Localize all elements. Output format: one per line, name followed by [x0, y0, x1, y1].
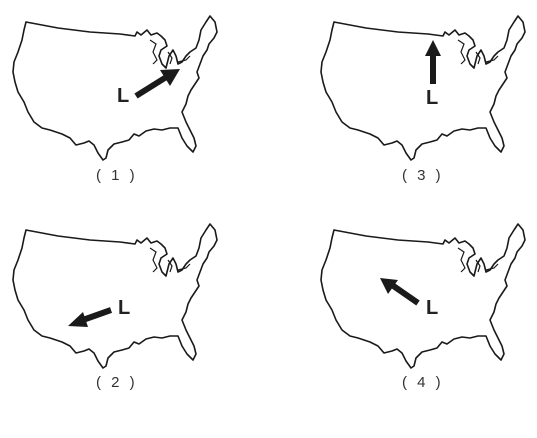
map-panel-3: L ( 3 )	[318, 12, 528, 187]
us-map-3: L	[320, 15, 526, 161]
map-panel-4: L ( 4 )	[318, 220, 528, 395]
arrow-4	[390, 282, 420, 306]
us-map-4: L	[320, 223, 526, 369]
map-panel-2: L ( 2 )	[10, 220, 220, 395]
us-map-1: L	[12, 15, 218, 161]
caption-4: ( 4 )	[402, 374, 444, 391]
arrow-1	[134, 73, 170, 99]
caption-2: ( 2 )	[96, 374, 138, 391]
arrow-head-2	[68, 312, 88, 327]
arrow-head-3	[425, 40, 441, 56]
map-panel-1: L ( 1 )	[10, 12, 220, 187]
us-map-2: L	[12, 223, 218, 369]
arrow-head-1	[160, 69, 180, 86]
low-label-1: L	[117, 85, 129, 107]
caption-3: ( 3 )	[402, 167, 444, 184]
low-label-3: L	[426, 87, 438, 109]
arrow-head-4	[380, 278, 398, 294]
caption-1: ( 1 )	[96, 167, 138, 184]
low-label-2: L	[118, 297, 130, 319]
low-label-4: L	[426, 297, 438, 319]
